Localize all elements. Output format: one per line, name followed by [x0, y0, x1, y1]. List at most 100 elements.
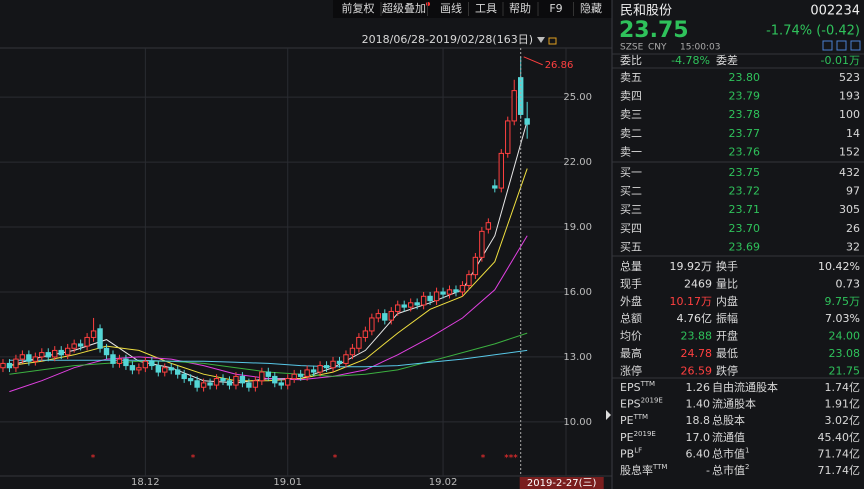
toolbar-button[interactable]: 工具: [475, 2, 497, 15]
candle-body: [110, 354, 116, 364]
fund-label: PETTM: [620, 413, 648, 427]
toolbar-button[interactable]: 帮助: [509, 1, 531, 15]
book-price: 23.72: [729, 185, 761, 198]
max-pointer: [523, 56, 543, 66]
candle-body: [136, 367, 142, 371]
candle-body: [39, 352, 45, 358]
fund-value: 71.74亿: [818, 464, 861, 477]
edit-icon[interactable]: [822, 40, 833, 51]
stat-value: 7.03%: [825, 312, 860, 325]
candle-body: [0, 362, 6, 369]
candle-body: [168, 367, 174, 371]
candle-body: [162, 367, 168, 373]
candle-body: [155, 365, 161, 373]
fund-label-sup: TTM: [652, 463, 667, 471]
book-label: 卖五: [620, 71, 642, 84]
candle-body: [84, 336, 90, 347]
candle-body: [252, 380, 259, 388]
stat-label: 现手: [620, 276, 642, 290]
currency: CNY: [648, 43, 667, 53]
fund-label-sup: 2019E: [634, 430, 656, 438]
book-price: 23.71: [729, 203, 761, 216]
fund-value: 6.40: [686, 447, 711, 460]
last-price: 23.75: [619, 18, 689, 43]
candle-body: [498, 152, 504, 189]
toolbar-button[interactable]: 超级叠加: [382, 1, 426, 15]
stat-label: 均价: [620, 330, 642, 343]
book-price: 23.78: [729, 108, 761, 121]
candle-body: [479, 230, 485, 258]
chart-icon[interactable]: [836, 40, 847, 51]
book-volume: 100: [839, 108, 860, 121]
dropdown-icon[interactable]: [537, 37, 545, 43]
toolbar-button[interactable]: 隐藏: [580, 2, 602, 15]
candle-body: [226, 380, 233, 386]
fund-label-text: PE: [620, 414, 634, 427]
lock-icon[interactable]: [548, 37, 557, 45]
candle-body: [433, 291, 440, 302]
fund-label-text: 流通股本: [712, 397, 756, 411]
candle-body: [362, 330, 369, 338]
fund-label: EPS2019E: [620, 397, 663, 411]
x-tick-label: 19.01: [273, 477, 302, 488]
candle-body: [233, 375, 239, 386]
fund-value: 18.8: [686, 414, 711, 427]
candle-body: [97, 328, 103, 349]
y-tick-label: 19.00: [563, 222, 592, 233]
candle-body: [304, 369, 310, 377]
candle-body: [259, 371, 265, 382]
settings-icon[interactable]: [850, 40, 861, 51]
toolbar-button[interactable]: 前复权: [342, 1, 375, 15]
candle-body: [285, 378, 291, 386]
toolbar-button[interactable]: F9: [549, 2, 562, 15]
max-label: 26.86: [545, 60, 574, 71]
candle-body: [395, 304, 401, 312]
stat-value: 24.78: [681, 347, 713, 360]
book-volume: 152: [839, 145, 860, 158]
fund-label-sup: TTM: [640, 380, 655, 388]
diff-value: -0.01万: [821, 54, 860, 67]
fund-label-sup: 1: [745, 446, 749, 454]
book-price: 23.76: [729, 145, 761, 158]
stat-value: 10.17万: [670, 295, 713, 308]
ratio-value: -4.78%: [671, 54, 710, 67]
candle-body: [459, 284, 466, 293]
book-label: 卖二: [620, 127, 642, 140]
candle-body: [511, 90, 517, 122]
panel-icons: [822, 40, 861, 51]
stat-value: 4.76亿: [677, 312, 713, 325]
y-tick-label: 10.00: [563, 417, 592, 428]
candle-body: [45, 352, 51, 358]
candle-body: [64, 347, 71, 356]
event-marker: *: [191, 454, 196, 464]
book-price: 23.69: [729, 240, 761, 253]
fund-label-sup: 2: [745, 463, 749, 471]
stat-label: 总量: [620, 259, 642, 273]
candle-body: [13, 358, 19, 369]
fund-label-text: 流通值: [712, 430, 745, 444]
candle-body: [77, 343, 84, 347]
stat-value: 24.00: [829, 330, 861, 343]
candle-body: [246, 382, 252, 388]
book-price: 23.80: [729, 71, 761, 84]
fund-value: 1.40: [686, 398, 711, 411]
candle-body: [32, 356, 39, 362]
collapse-icon[interactable]: [606, 410, 611, 420]
stat-value: 19.92万: [670, 260, 713, 273]
fund-label-text: EPS: [620, 398, 641, 411]
cursor-label: 2019-2-27(三): [527, 478, 597, 489]
book-label: 买三: [620, 203, 642, 216]
candle-body: [401, 304, 407, 308]
cursor-label-box: [519, 477, 604, 489]
candle-body: [336, 360, 343, 364]
fund-label: 自由流通股本: [712, 380, 778, 394]
candle-body: [317, 365, 323, 373]
stat-value: 0.73: [836, 277, 861, 290]
book-volume: 32: [846, 240, 860, 253]
candle-body: [142, 360, 149, 369]
candle-body: [213, 378, 220, 386]
fund-label: 流通值: [712, 430, 745, 444]
toolbar-button[interactable]: 画线: [440, 1, 462, 15]
quote-time: 15:00:03: [680, 43, 720, 53]
